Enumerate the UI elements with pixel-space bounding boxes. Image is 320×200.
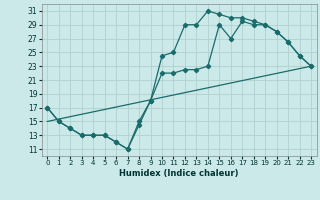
X-axis label: Humidex (Indice chaleur): Humidex (Indice chaleur): [119, 169, 239, 178]
